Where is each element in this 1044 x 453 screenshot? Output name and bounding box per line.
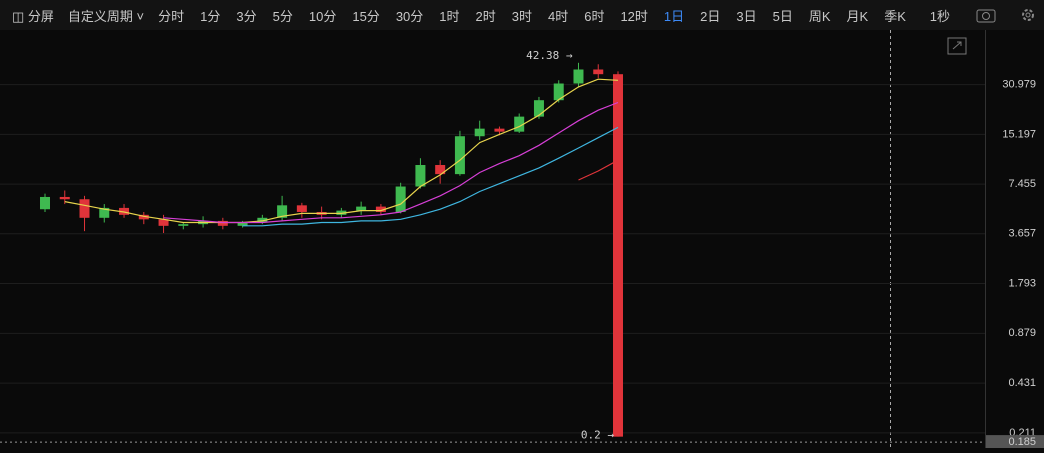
candle-body xyxy=(435,165,446,175)
candle-body xyxy=(613,74,623,437)
moving-average xyxy=(578,159,619,181)
toolbar: ◫ 分屏 自定义周期 ˅ 分时 1分 3分 5分 10分 15分 30分 1时 2时 3时 4时 6时… xyxy=(0,0,1044,30)
candle-body xyxy=(553,83,564,101)
period-button[interactable]: 3分 xyxy=(236,8,257,24)
refresh-rate[interactable]: 1秒 xyxy=(929,8,950,24)
settings-icon[interactable] xyxy=(1018,7,1038,23)
candle-body xyxy=(474,128,485,137)
period-button[interactable]: 3时 xyxy=(511,8,532,24)
candle-body xyxy=(593,69,604,75)
candle-body xyxy=(494,128,505,132)
camera-icon[interactable] xyxy=(976,7,996,23)
candle-body xyxy=(336,210,347,215)
last-price-box xyxy=(986,435,1044,450)
max-label: 42.38 → xyxy=(526,49,573,62)
period-button[interactable]: 1分 xyxy=(200,8,221,24)
toolbar-right: 1秒 xyxy=(930,0,1044,30)
period-button[interactable]: 2日 xyxy=(700,8,721,24)
y-tick-label: 3.657 xyxy=(1008,228,1036,240)
candle-body xyxy=(573,69,584,84)
period-button[interactable]: 6时 xyxy=(584,8,605,24)
candle-body xyxy=(158,219,169,226)
min-label: 0.2 → xyxy=(581,429,614,442)
period-button[interactable]: 月K xyxy=(846,8,869,24)
candle-body xyxy=(217,220,228,226)
period-button[interactable]: 1时 xyxy=(439,8,460,24)
candle-body xyxy=(99,207,110,218)
moving-average xyxy=(242,126,619,227)
candle-body xyxy=(296,205,307,212)
moving-average xyxy=(163,101,619,224)
y-tick-label: 7.455 xyxy=(1008,178,1036,190)
candle-body xyxy=(533,100,544,117)
candle-body xyxy=(40,196,50,210)
candle-body xyxy=(119,207,130,215)
period-button[interactable]: 15分 xyxy=(352,8,380,24)
candle-body xyxy=(138,214,149,220)
split-button[interactable]: ◫ 分屏 xyxy=(12,8,54,24)
period-button[interactable]: 4时 xyxy=(547,8,569,24)
candle-body xyxy=(454,136,465,175)
split-label: 分屏 xyxy=(27,8,54,24)
period-list: 分时 1分 3分 5分 10分 15分 30分 1时 2时 3时 4时 6时 12时 1日 2日 3日 5日 周K… xyxy=(158,6,922,25)
period-button[interactable]: 10分 xyxy=(308,8,337,24)
candle-body xyxy=(514,116,525,132)
last-price-label: 0.185 xyxy=(1008,436,1036,448)
candle-body xyxy=(79,199,90,218)
period-button[interactable]: 2时 xyxy=(475,8,496,24)
custom-label: 自定义周期 xyxy=(67,8,133,24)
period-button[interactable]: 季K xyxy=(884,8,906,24)
period-button[interactable]: 1日 xyxy=(663,8,685,24)
period-button[interactable]: 分时 xyxy=(158,8,185,24)
period-button[interactable]: 12时 xyxy=(620,8,648,24)
moving-average xyxy=(64,78,619,224)
custom-period[interactable]: 自定义周期 ˅ xyxy=(67,8,145,24)
period-button[interactable]: 30分 xyxy=(395,8,424,24)
y-tick-label: 30.979 xyxy=(1002,79,1036,91)
y-tick-label: 0.431 xyxy=(1008,377,1036,389)
period-button[interactable]: 3日 xyxy=(736,8,757,24)
candle-body xyxy=(257,217,268,223)
chart: 30.979 15.197 7.455 3.657 1.793 0.879 0.431 0.2… xyxy=(0,30,1044,450)
candle-body xyxy=(178,224,189,226)
candle-body xyxy=(395,186,406,212)
fullscreen-icon[interactable] xyxy=(947,37,967,55)
period-button[interactable]: 5分 xyxy=(272,8,293,24)
period-button[interactable]: 5日 xyxy=(772,8,793,24)
candle-body xyxy=(237,222,248,226)
candle-body xyxy=(415,165,426,187)
candle-body xyxy=(375,206,386,212)
y-tick-label: 1.793 xyxy=(1008,277,1036,289)
candle-body xyxy=(277,205,288,218)
y-tick-label: 15.197 xyxy=(1002,128,1036,140)
candle-body xyxy=(356,206,367,211)
period-button[interactable]: 周K xyxy=(808,8,831,24)
candle-body xyxy=(59,196,70,200)
y-tick-label: 0.879 xyxy=(1008,327,1036,339)
